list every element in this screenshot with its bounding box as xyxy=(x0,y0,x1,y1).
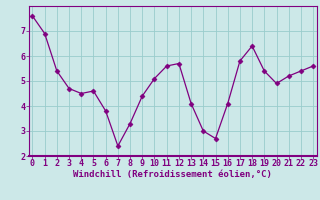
X-axis label: Windchill (Refroidissement éolien,°C): Windchill (Refroidissement éolien,°C) xyxy=(73,170,272,179)
